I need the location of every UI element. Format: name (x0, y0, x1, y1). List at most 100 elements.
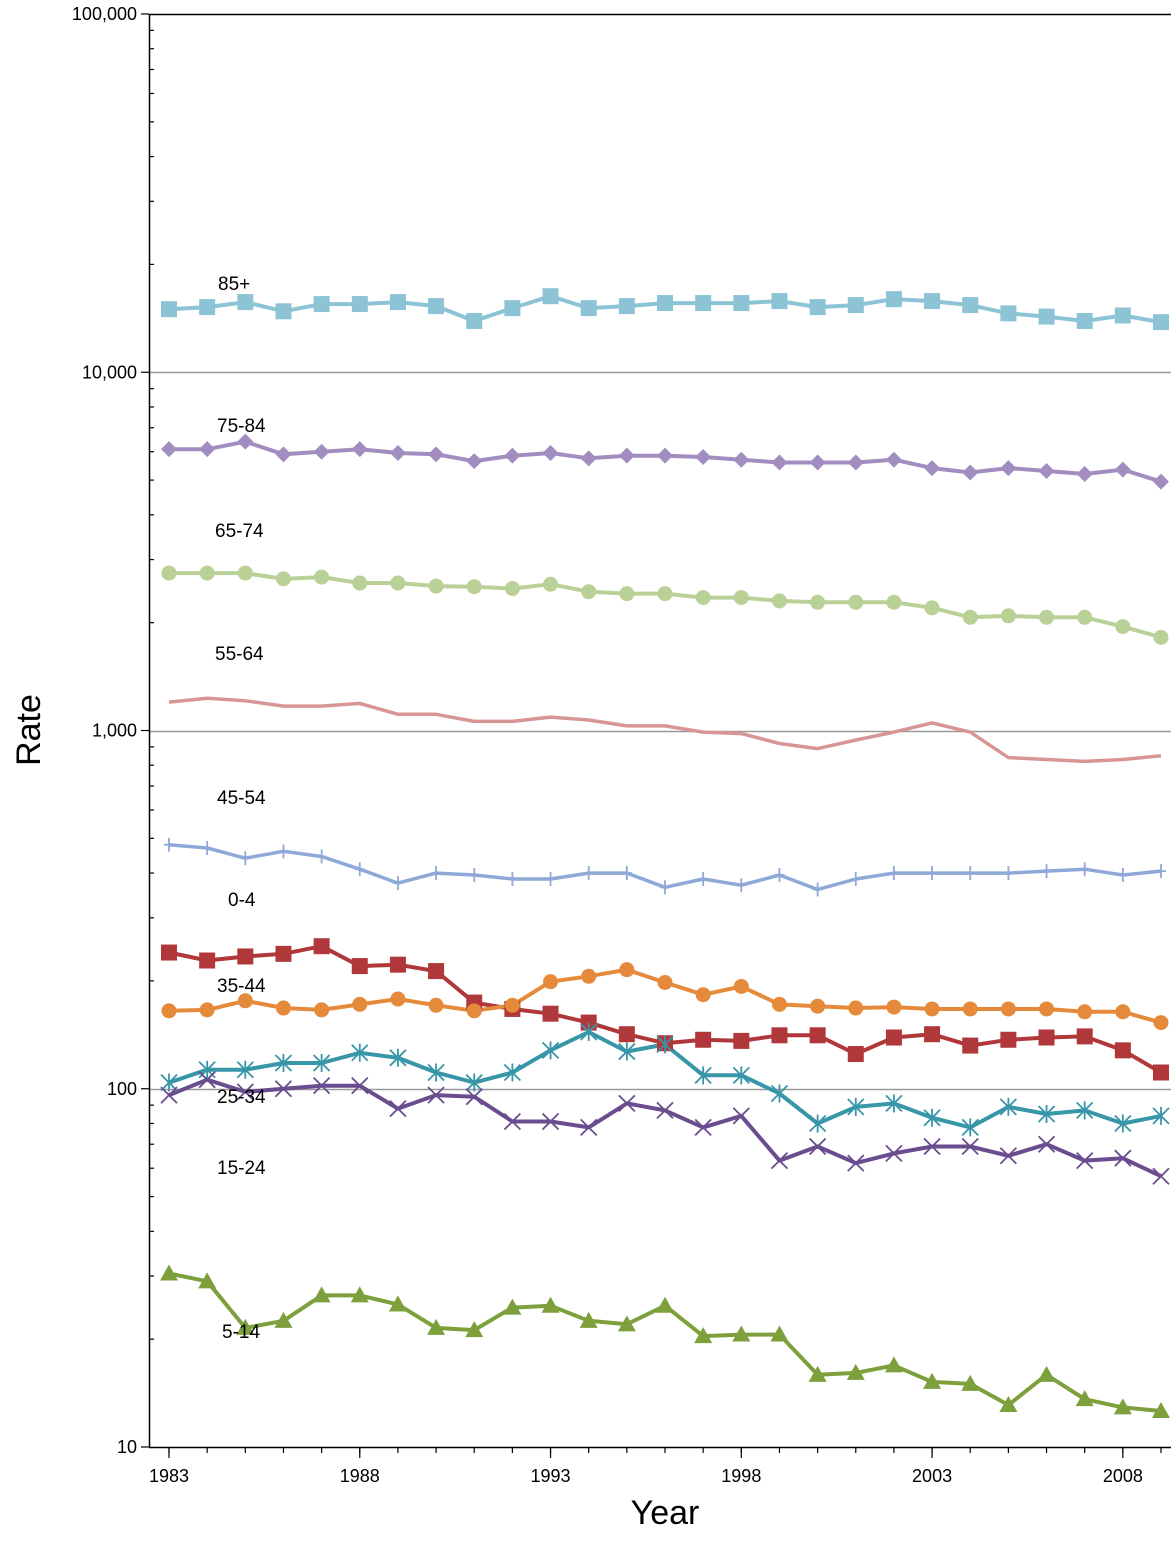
data-point (466, 1003, 482, 1019)
data-point (1153, 1064, 1169, 1081)
data-point (278, 844, 289, 859)
data-point (161, 441, 177, 458)
series-labels: 85+ 75-84 65-74 55-64 45-54 0-4 35-44 25-34 15-2… (215, 274, 266, 1343)
x-axis-title: Year (631, 1494, 700, 1532)
data-point (1114, 461, 1131, 478)
data-point (312, 1286, 331, 1303)
data-point (774, 868, 785, 883)
data-point (237, 294, 254, 311)
data-point (618, 1026, 635, 1043)
data-point (427, 1086, 445, 1104)
data-point (694, 1118, 712, 1137)
data-point (198, 1272, 217, 1289)
x-tick-label: 1983 (149, 1466, 189, 1486)
series-label: 0-4 (228, 890, 256, 911)
data-point (580, 450, 597, 467)
data-point (275, 571, 291, 587)
data-point (1153, 314, 1169, 331)
series-markers-group (161, 565, 1169, 645)
data-point (161, 301, 177, 318)
data-point (695, 449, 712, 466)
data-point (961, 1118, 979, 1137)
data-point (503, 1298, 522, 1315)
data-point (885, 1029, 902, 1046)
data-point (580, 1023, 598, 1042)
data-point (431, 866, 442, 881)
data-point (999, 1097, 1018, 1116)
data-point (694, 1066, 712, 1085)
y-ticks: 10 100 1,000 10,000 100,000 (72, 4, 154, 1457)
data-point (924, 293, 941, 310)
data-point (199, 441, 216, 458)
series-markers-group (160, 1264, 1170, 1419)
data-point (847, 454, 864, 471)
data-point (657, 295, 673, 312)
data-point (694, 1327, 713, 1344)
data-point (771, 454, 788, 471)
data-point (199, 952, 216, 969)
data-point (312, 1077, 331, 1095)
data-point (1152, 1402, 1170, 1419)
data-point (733, 590, 749, 606)
data-point (161, 944, 177, 961)
data-point (1037, 1105, 1056, 1124)
data-point (847, 297, 864, 314)
data-point (924, 460, 941, 477)
data-point (927, 866, 938, 881)
data-point (657, 447, 673, 464)
data-point (274, 1311, 293, 1328)
data-point (812, 882, 823, 897)
data-point (1076, 313, 1093, 330)
data-point (274, 1080, 293, 1098)
data-point (656, 1035, 674, 1054)
data-point (1076, 1152, 1094, 1170)
data-point (275, 446, 292, 463)
data-point (313, 296, 330, 313)
data-point (466, 453, 483, 470)
data-point (1077, 1004, 1093, 1020)
x-ticks: 1983 1988 1993 1998 2003 2008 (149, 1447, 1162, 1486)
data-point (1076, 1101, 1094, 1120)
series-label: 15-24 (217, 1158, 266, 1179)
data-point (885, 451, 902, 468)
data-point (923, 1137, 941, 1156)
data-point (237, 948, 254, 965)
data-point (545, 872, 556, 887)
data-point (352, 575, 368, 591)
data-point (428, 298, 445, 315)
data-point (275, 303, 292, 320)
data-point (1037, 1135, 1056, 1153)
data-point (1000, 1031, 1017, 1048)
data-point (237, 993, 253, 1009)
data-point (351, 296, 368, 313)
data-point (580, 1118, 598, 1137)
data-point (427, 1318, 446, 1335)
data-point (543, 974, 559, 990)
data-point (236, 1083, 254, 1101)
data-point (1075, 1390, 1094, 1407)
data-point (1000, 1001, 1016, 1017)
data-point (771, 593, 787, 609)
data-point (1079, 862, 1090, 877)
data-point (770, 1325, 789, 1342)
data-point (1114, 1149, 1132, 1167)
data-point (1000, 608, 1016, 624)
data-point (1000, 460, 1017, 477)
data-point (466, 313, 483, 330)
data-point (1115, 1004, 1131, 1020)
data-point (503, 1112, 522, 1131)
data-point (771, 293, 788, 310)
data-point (736, 878, 747, 893)
x-tick-label: 2003 (912, 1466, 952, 1486)
data-point (580, 300, 597, 317)
data-point (732, 1325, 751, 1342)
series-markers (160, 288, 1170, 1419)
data-point (847, 1154, 865, 1172)
data-point (354, 862, 365, 877)
data-point (1153, 629, 1169, 645)
series-markers-group (164, 837, 1166, 897)
data-point (886, 999, 902, 1015)
data-point (770, 1152, 789, 1170)
data-point (885, 291, 902, 308)
data-point (1038, 463, 1055, 480)
